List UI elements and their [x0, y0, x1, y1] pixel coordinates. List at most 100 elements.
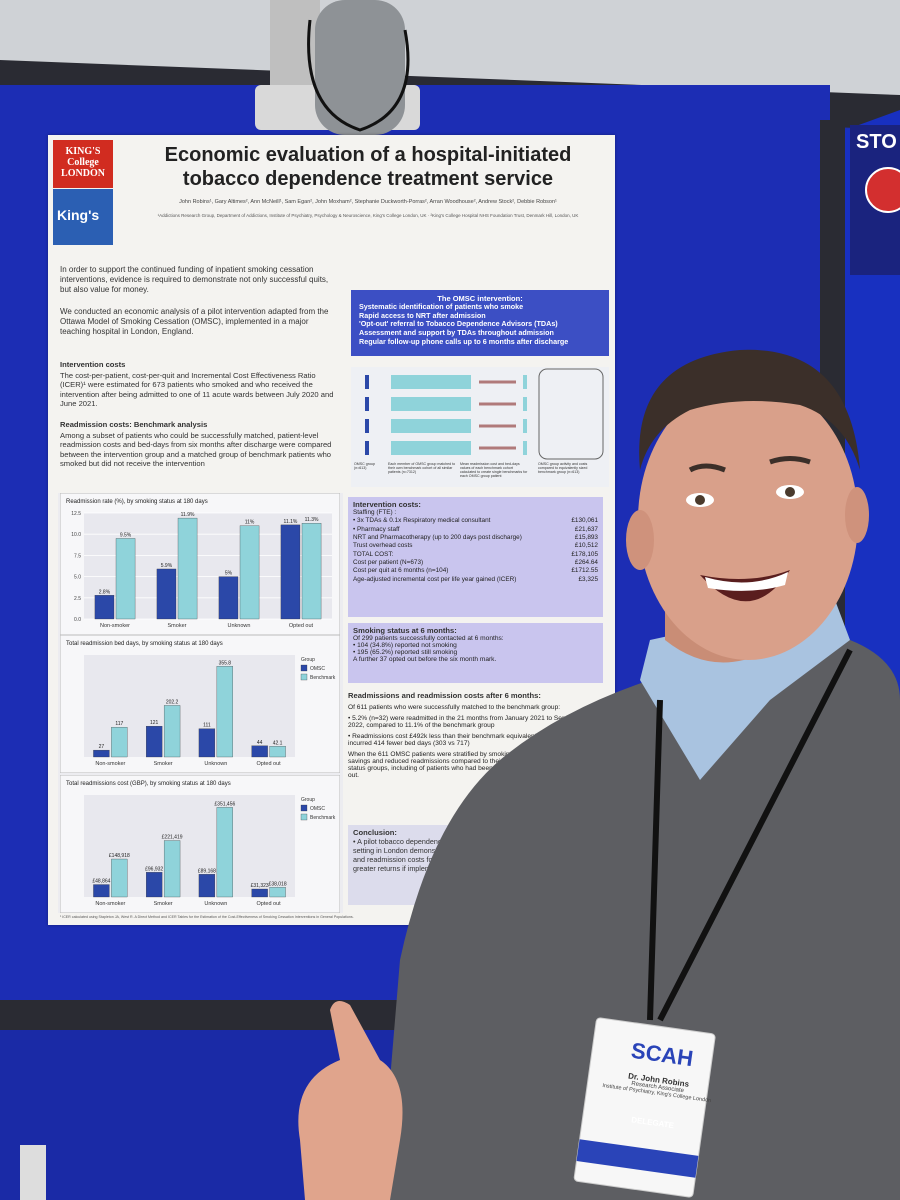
chart: Total readmission bed days, by smoking s…: [60, 635, 340, 773]
cost-row: Trust overhead costs £10,512: [353, 542, 598, 550]
value-label: 9.5%: [120, 532, 132, 538]
intervention-box: The OMSC intervention: Systematic identi…: [351, 290, 609, 356]
affiliation: ¹Addictions Research Group, Department o…: [157, 213, 579, 218]
smoking-line: Of 299 patients successfully contacted a…: [353, 635, 504, 642]
legend-swatch: [300, 664, 308, 672]
bar: [146, 725, 163, 758]
bar: [269, 746, 286, 758]
cost-label: Trust overhead costs: [353, 542, 413, 550]
cost-row: • 3x TDAs & 0.1x Respiratory medical con…: [353, 517, 598, 525]
cost-row: TOTAL COST: £178,105: [353, 551, 598, 559]
bar: [93, 749, 110, 758]
bar: [115, 538, 136, 620]
bar: [177, 517, 198, 620]
bar: [251, 745, 268, 758]
value-label: 2.8%: [99, 589, 111, 595]
bar: [280, 524, 301, 620]
legend-swatch: [300, 804, 308, 812]
y-tick-label: 2.5: [74, 596, 81, 602]
intro-1: In order to support the continued fundin…: [60, 265, 329, 294]
cost-value: £15,893: [574, 533, 598, 541]
title: Economic evaluation of a hospital-initia…: [164, 144, 572, 190]
cost-label: • Pharmacy staff: [353, 525, 400, 533]
value-label: 42.1: [273, 740, 283, 746]
cost-table: Intervention costs: Staffing (FTE) : • 3x…: [348, 497, 603, 617]
bar: [216, 807, 233, 898]
poster: KING'S College LONDON King's Economic ev…: [48, 135, 615, 925]
x-tick-label: Smoker: [168, 623, 187, 629]
value-label: 5.9%: [161, 563, 173, 569]
cost-label: TOTAL COST:: [353, 550, 394, 558]
y-tick-label: 10.0: [71, 532, 81, 538]
diagram-label: OMSC group (n=613): [354, 462, 375, 470]
benchmark-heading: Readmission costs: Benchmark analysis: [60, 420, 208, 429]
cost-value: £10,512: [574, 542, 598, 550]
chart: Readmission rate (%), by smoking status …: [60, 493, 340, 635]
legend-label: Benchmark: [310, 815, 336, 821]
cost-row: Cost per patient (N=673) £264.64: [353, 559, 598, 567]
benchmark-diagram: [351, 367, 609, 487]
chart-title: Readmission rate (%), by smoking status …: [66, 499, 208, 505]
cost-label: Age-adjusted incremental cost per life y…: [353, 575, 517, 583]
bar: [111, 727, 128, 758]
readmission-line: • 5.2% (n=32) were readmitted in the 21 …: [348, 715, 587, 729]
cost-row: Age-adjusted incremental cost per life y…: [353, 576, 598, 584]
bar: [93, 884, 110, 898]
bar: [301, 523, 322, 620]
cost-value: £264.64: [574, 558, 598, 566]
x-tick-label: Smoker: [154, 761, 173, 767]
x-tick-label: Unknown: [228, 623, 251, 629]
value-label: 11.9%: [181, 512, 195, 518]
value-label: 5%: [225, 571, 233, 577]
diagram-label: Mean readmission cost and bed-days value…: [460, 462, 528, 478]
intervention-item: Assessment and support by TDAs throughou…: [359, 327, 554, 337]
x-tick-label: Non-smoker: [100, 623, 130, 629]
x-tick-label: Smoker: [154, 901, 173, 907]
x-tick-label: Opted out: [289, 623, 314, 629]
smoking-heading: Smoking status at 6 months:: [353, 626, 457, 635]
bar: [163, 840, 181, 898]
readmission-line: Of 611 patients who were successfully ma…: [348, 704, 561, 711]
smoking-box: Smoking status at 6 months: Of 299 patie…: [348, 623, 603, 683]
bar: [218, 576, 239, 620]
value-label: 11.3%: [305, 517, 319, 523]
x-tick-label: Opted out: [257, 761, 282, 767]
value-label: £31,323: [251, 883, 269, 889]
readmissions-heading: Readmissions and readmission costs after…: [348, 691, 541, 700]
smoking-line: A further 37 opted out before the six mo…: [353, 656, 497, 663]
bar: [198, 874, 216, 898]
value-label: £351,456: [214, 801, 235, 807]
bar: [198, 728, 216, 758]
badge: SCAH Dr. John Robins Research Associate …: [598, 1034, 719, 1134]
intervention-item: 'Opt-out' referral to Tobacco Dependence…: [359, 319, 558, 329]
cost-label: Cost per quit at 6 months (n=104): [353, 567, 449, 575]
readmission-line: • Readmissions cost £492k less than thei…: [348, 733, 602, 747]
value-label: 117: [115, 721, 123, 727]
cost-label: Staffing (FTE) :: [353, 509, 397, 516]
value-label: £89,168: [198, 868, 216, 874]
value-label: £38,018: [269, 881, 287, 887]
value-label: 121: [150, 720, 159, 726]
cost-value: £1712.55: [571, 567, 598, 575]
costs-heading: Intervention costs: [60, 360, 126, 369]
value-label: 202.2: [166, 699, 179, 705]
intervention-item: Systematic identification of patients wh…: [359, 302, 524, 311]
legend-title: Group: [301, 657, 315, 663]
y-tick-label: 12.5: [71, 511, 81, 517]
value-label: 27: [99, 744, 105, 750]
intervention-item: Regular follow-up phone calls up to 6 mo…: [359, 336, 569, 346]
cost-label: • 3x TDAs & 0.1x Respiratory medical con…: [353, 517, 491, 525]
logo-top: KING'S College LONDON: [53, 140, 113, 188]
cost-row: NRT and Pharmacotherapy (up to 200 days …: [353, 534, 598, 542]
value-label: 355.8: [219, 660, 232, 666]
value-label: £96,932: [145, 866, 163, 872]
intervention-item: Rapid access to NRT after admission: [359, 310, 486, 320]
x-tick-label: Unknown: [204, 901, 227, 907]
logo-bottom: King's: [53, 189, 113, 245]
legend-title: Group: [301, 797, 315, 803]
readmission-line: When the 611 OMSC patients were stratifi…: [348, 751, 599, 779]
smoking-line: • 104 (34.8%) reported not smoking: [353, 642, 457, 649]
legend-label: Benchmark: [310, 675, 336, 681]
x-tick-label: Non-smoker: [95, 901, 125, 907]
